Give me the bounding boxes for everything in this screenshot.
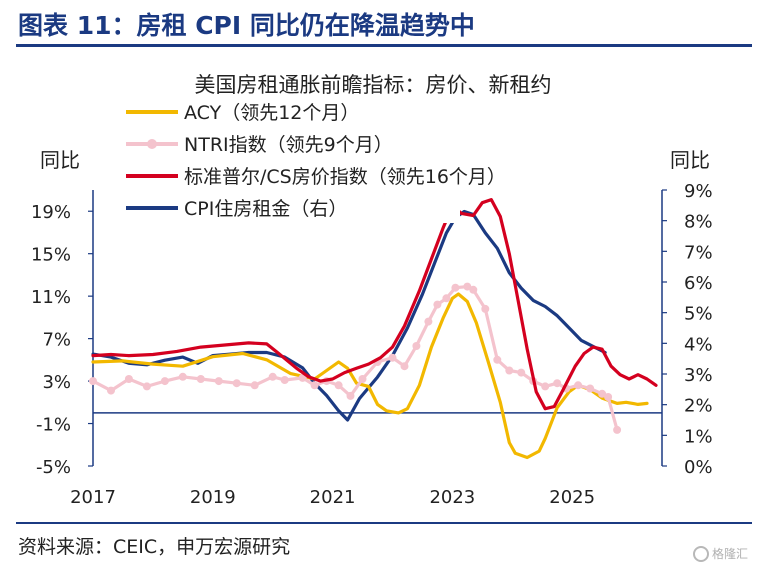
ntri-point: [493, 355, 502, 364]
x-axis-tick-label: 2021: [310, 487, 356, 508]
right-axis-tick-label: 4%: [684, 334, 713, 355]
right-axis-tick-label: 1%: [684, 426, 713, 447]
right-axis-tick-label: 9%: [684, 181, 713, 202]
ntri-point: [613, 425, 622, 434]
legend-label: ACY（领先12个月）: [184, 102, 359, 124]
left-axis-tick-label: -5%: [36, 457, 71, 478]
watermark-logo-icon: [692, 546, 709, 562]
legend-marker: [147, 139, 157, 149]
source-note: 资料来源：CEIC，申万宏源研究: [18, 536, 291, 558]
axes: 19% 15% 11% 7% 3% -1% -5% 9% 8% 7% 6% 5% 4% 3% 2% 1% 0% 2…: [31, 181, 713, 508]
legend-label: CPI住房租金（右）: [184, 198, 347, 220]
x-axis-tick-label: 2019: [190, 487, 236, 508]
left-axis-tick-label: 11%: [31, 287, 71, 308]
ntri-point: [280, 376, 289, 384]
ntri-point: [250, 381, 259, 390]
ntri-point: [214, 377, 223, 386]
ntri-point: [268, 372, 277, 381]
x-axis-tick-label: 2023: [429, 487, 475, 508]
title-divider: [16, 44, 752, 47]
ntri-point: [346, 391, 355, 400]
legend: ACY（领先12个月） NTRI指数（领先9个月） 标准普尔/CS房价指数（领先16…: [120, 99, 506, 223]
watermark: 格隆汇: [692, 545, 748, 562]
right-axis-tick-label: 7%: [684, 242, 713, 263]
right-axis-tick-label: 2%: [684, 396, 713, 417]
x-axis-tick-label: 2017: [70, 487, 116, 508]
right-axis-label: 同比: [670, 148, 710, 172]
ntri-point: [388, 353, 397, 362]
legend-label: 标准普尔/CS房价指数（领先16个月）: [184, 166, 506, 188]
ntri-point: [124, 375, 133, 383]
left-axis-label: 同比: [40, 148, 80, 172]
left-axis-tick-label: 7%: [42, 330, 71, 351]
left-axis-tick-label: 3%: [42, 372, 71, 393]
ntri-point: [178, 372, 187, 381]
ntri-point: [517, 368, 526, 377]
ntri-point: [451, 283, 460, 292]
ntri-point: [310, 381, 319, 390]
ntri-point: [604, 393, 613, 401]
ntri-point: [433, 300, 442, 309]
ntri-point: [232, 379, 241, 388]
right-axis-tick-label: 6%: [684, 273, 713, 294]
ntri-point: [196, 375, 205, 383]
x-axis-tick-label: 2025: [549, 487, 595, 508]
legend-label: NTRI指数（领先9个月）: [184, 134, 393, 156]
chart-title: 美国房租通胀前瞻指标：房价、新租约: [195, 73, 552, 97]
ntri-point: [142, 382, 151, 391]
series-line-4: [91, 209, 607, 422]
ntri-point: [400, 362, 409, 371]
series-line-1: [91, 292, 649, 460]
ntri-point: [469, 285, 478, 294]
ntri-point: [424, 317, 433, 326]
ntri-point: [553, 379, 562, 388]
ntri-point: [586, 384, 595, 393]
right-axis-tick-label: 0%: [684, 457, 713, 478]
right-axis-tick-label: 3%: [684, 365, 713, 386]
ntri-point: [598, 389, 607, 398]
figure-title: 图表 11：房租 CPI 同比仍在降温趋势中: [18, 11, 475, 40]
ntri-point: [358, 375, 367, 383]
ntri-point: [541, 382, 550, 391]
ntri-point: [107, 386, 115, 395]
right-axis-tick-label: 8%: [684, 212, 713, 233]
ntri-point: [574, 381, 583, 390]
right-axis-tick-label: 5%: [684, 304, 713, 325]
source-divider: [16, 522, 752, 524]
ntri-point: [89, 377, 97, 386]
ntri-point: [160, 377, 169, 386]
left-axis-tick-label: -1%: [36, 415, 71, 436]
ntri-point: [442, 294, 451, 303]
ntri-point: [412, 342, 421, 350]
watermark-text: 格隆汇: [711, 546, 748, 561]
ntri-point: [463, 282, 472, 291]
left-axis-tick-label: 15%: [31, 245, 71, 266]
ntri-point: [334, 381, 343, 390]
ntri-point: [481, 304, 490, 313]
ntri-point: [505, 366, 514, 375]
series-layer: [89, 198, 658, 460]
left-axis-tick-label: 19%: [31, 202, 71, 223]
